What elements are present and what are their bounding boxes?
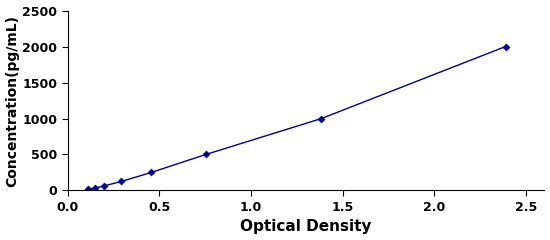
X-axis label: Optical Density: Optical Density: [240, 219, 372, 234]
Point: [91, 186, 100, 190]
Point: [117, 180, 126, 183]
Point: [83, 187, 92, 191]
Point: [100, 184, 108, 188]
Point: [501, 45, 510, 48]
Point: [201, 153, 210, 156]
Point: [317, 117, 326, 120]
Y-axis label: Concentration(pg/mL): Concentration(pg/mL): [6, 14, 20, 186]
Point: [147, 171, 156, 174]
